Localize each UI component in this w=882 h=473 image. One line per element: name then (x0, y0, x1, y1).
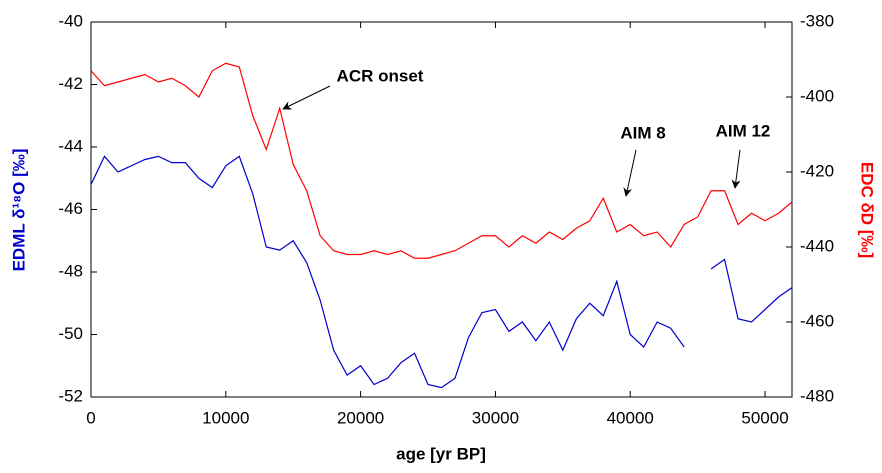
y-tick-label: -42 (58, 74, 83, 93)
x-tick-label: 50000 (741, 408, 788, 427)
y-tick-label: -46 (58, 199, 83, 218)
y-tick-label: -50 (58, 324, 83, 343)
y2-tick-label: -460 (800, 311, 834, 330)
y2-tick-label: -440 (800, 236, 834, 255)
x-tick-label: 20000 (337, 408, 384, 427)
x-axis-title: age [yr BP] (396, 444, 486, 463)
x-tick-label: 10000 (202, 408, 249, 427)
annotation-arrow (282, 85, 331, 110)
x-tick-label: 40000 (607, 408, 654, 427)
y-tick-label: -44 (58, 136, 83, 155)
y2-tick-label: -420 (800, 161, 834, 180)
y-tick-label: -52 (58, 386, 83, 405)
y2-tick-label: -380 (800, 11, 834, 30)
annotation: ACR onset (337, 66, 424, 85)
data-line (90, 62, 793, 259)
annotation-arrow (623, 149, 637, 197)
y2-tick-label: -400 (800, 86, 834, 105)
x-tick-label: 30000 (472, 408, 519, 427)
y-tick-label: -40 (58, 11, 83, 30)
annotation: AIM 8 (620, 123, 665, 142)
y2-axis-title: EDC δD [‰] (858, 162, 877, 258)
y-axis-title: EDML δ¹⁸O [‰] (9, 149, 28, 272)
y-tick-label: -48 (58, 261, 83, 280)
data-line (90, 155, 793, 389)
x-tick-label: 0 (86, 408, 95, 427)
annotation: AIM 12 (716, 121, 771, 140)
plot-frame (90, 21, 793, 398)
annotation-arrow (731, 149, 741, 189)
y2-tick-label: -480 (800, 386, 834, 405)
